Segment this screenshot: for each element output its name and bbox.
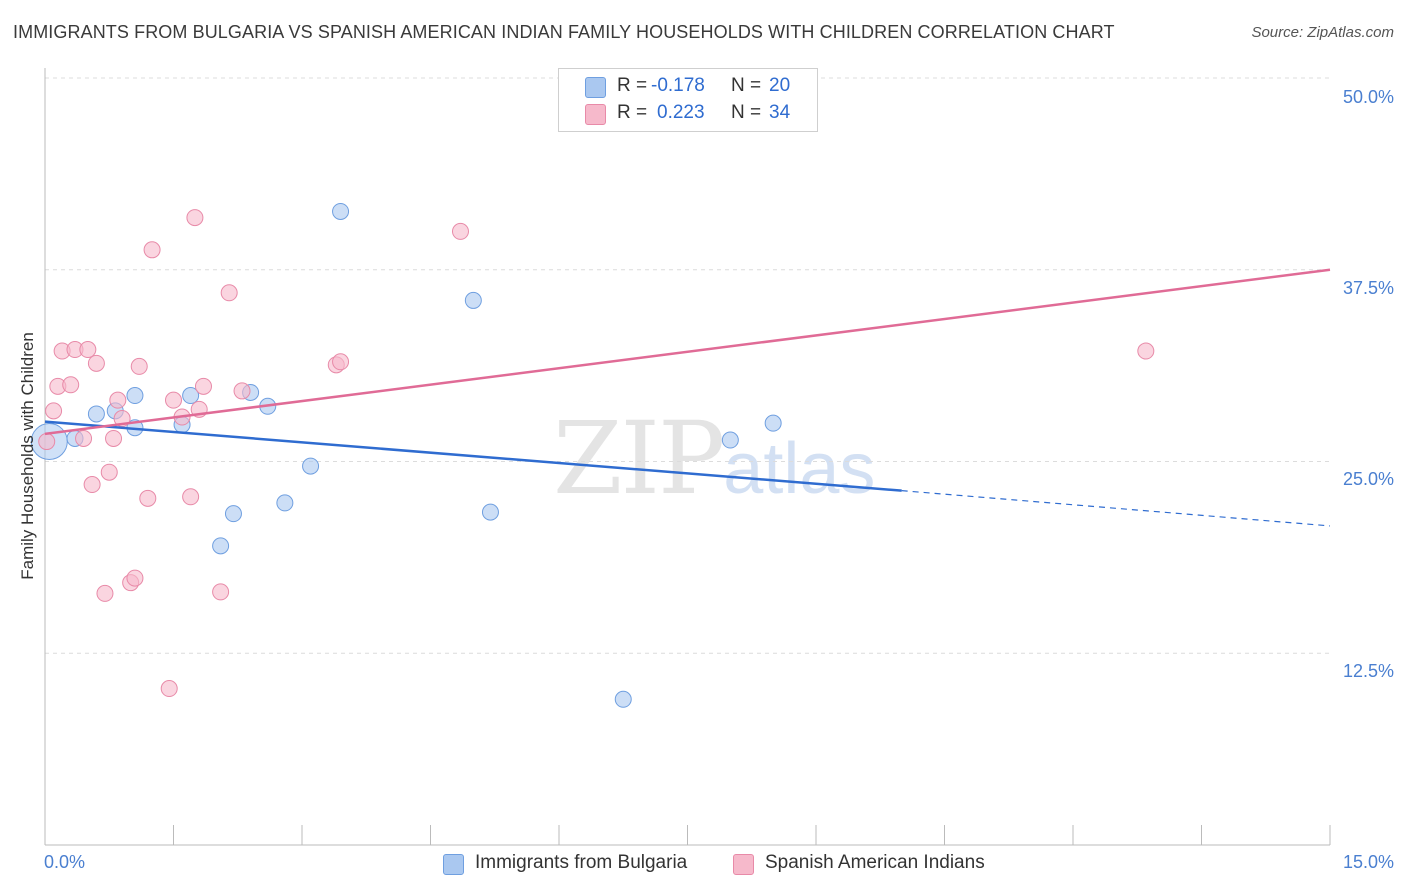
legend-n-value: 34 (769, 102, 791, 123)
data-point (220, 284, 238, 302)
data-point (224, 505, 242, 523)
chart-title: IMMIGRANTS FROM BULGARIA VS SPANISH AMER… (13, 22, 1115, 42)
data-point (721, 431, 739, 449)
legend-item-spanish-american-indians: Spanish American Indians (733, 852, 1013, 876)
legend-label-spanish-american-indians: Spanish American Indians (765, 852, 985, 873)
legend-swatch-bulgaria (443, 854, 464, 875)
legend-r-label: R = (617, 75, 648, 96)
data-point (276, 494, 294, 512)
trend-line-bulgaria-extension (901, 490, 1331, 527)
data-point (126, 387, 144, 405)
watermark-zip: ZIP (553, 400, 725, 517)
legend-swatch-spanish-american-indians (585, 104, 606, 125)
data-point (1137, 342, 1155, 360)
legend-item-bulgaria: Immigrants from Bulgaria (443, 852, 713, 876)
legend-row-bulgaria: R = -0.178 N = 20 (585, 75, 805, 99)
data-point (451, 222, 469, 240)
data-point (212, 537, 230, 555)
trend-line-bulgaria (44, 420, 902, 492)
legend-label-bulgaria: Immigrants from Bulgaria (475, 852, 688, 873)
data-point (160, 680, 178, 698)
data-point (464, 291, 482, 309)
legend-row-spanish-american-indians: R = 0.223 N = 34 (585, 102, 805, 126)
data-point (186, 209, 204, 227)
data-point (105, 429, 123, 447)
y-tick-label-12-5: 12.5% (1342, 661, 1394, 681)
data-point (614, 690, 632, 708)
x-tick-label-max: 15.0% (1342, 852, 1394, 872)
data-point (332, 202, 350, 220)
legend-r-label: R = (617, 102, 648, 123)
y-axis-label: Family Households with Children (18, 332, 37, 580)
legend-n-label: N = (731, 102, 762, 123)
data-point (126, 569, 144, 587)
data-point (130, 357, 148, 375)
watermark-atlas: atlas (723, 429, 876, 509)
data-point (143, 241, 161, 259)
data-point (182, 387, 200, 405)
trend-line-spanish-american-indians (44, 268, 1331, 436)
data-point (96, 584, 114, 602)
data-point (109, 391, 127, 409)
correlation-legend: R = -0.178 N = 20 R = 0.223 N = 34 (558, 68, 818, 132)
legend-swatch-bulgaria (585, 77, 606, 98)
legend-n-label: N = (731, 75, 762, 96)
data-point (165, 391, 182, 409)
y-tick-label-25: 25.0% (1342, 469, 1394, 489)
data-point (75, 429, 93, 447)
data-point (83, 476, 101, 494)
data-point (182, 488, 200, 506)
watermark: ZIPatlas (553, 400, 875, 517)
data-point (233, 382, 251, 400)
data-point (45, 402, 63, 420)
data-point (194, 377, 212, 395)
data-point (139, 489, 157, 507)
legend-n-value: 20 (769, 75, 791, 96)
data-point (212, 583, 230, 601)
data-point (79, 341, 97, 359)
data-point (87, 405, 105, 423)
legend-r-value: -0.178 (651, 75, 705, 96)
data-point (302, 457, 320, 475)
y-tick-label-50: 50.0% (1342, 87, 1394, 107)
legend-r-value: 0.223 (657, 102, 705, 123)
data-point (764, 414, 782, 432)
data-point (38, 433, 56, 451)
data-point (100, 463, 118, 481)
source-label: Source: ZipAtlas.com (1251, 24, 1394, 41)
data-point (87, 354, 105, 372)
y-tick-label-37-5: 37.5% (1342, 278, 1394, 298)
data-point (62, 376, 80, 394)
data-point (481, 503, 499, 521)
legend-swatch-spanish-american-indians (733, 854, 754, 875)
data-point (332, 353, 350, 371)
x-tick-label-min: 0.0% (44, 852, 86, 872)
